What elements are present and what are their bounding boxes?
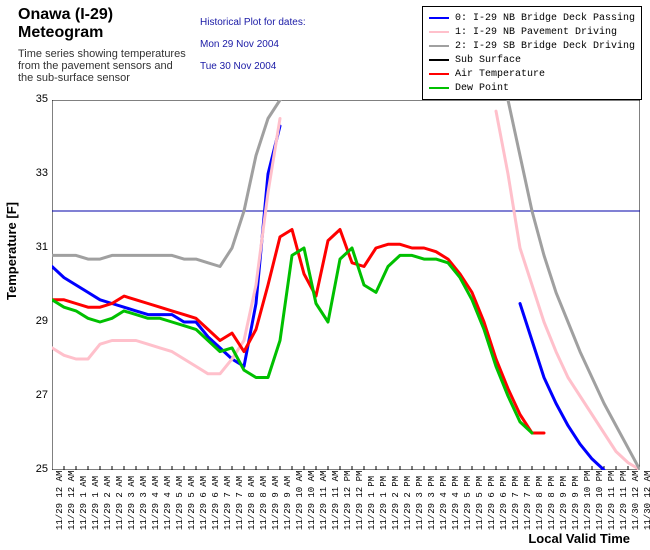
legend-swatch [429, 31, 449, 33]
title-block: Onawa (I-29) Meteogram Time series showi… [18, 6, 186, 84]
x-tick-label: 11/29 10 PM [583, 471, 593, 530]
x-tick-label: 11/29 6 PM [487, 476, 497, 530]
x-tick-label: 11/29 9 PM [571, 476, 581, 530]
x-tick-label: 11/29 5 AM [187, 476, 197, 530]
legend-swatch [429, 87, 449, 89]
historical-date-0: Mon 29 Nov 2004 [200, 39, 306, 50]
main-title: Onawa (I-29) Meteogram [18, 6, 186, 42]
x-tick-label: 11/29 2 AM [103, 476, 113, 530]
legend-label: 1: I-29 NB Pavement Driving [455, 27, 617, 38]
legend-swatch [429, 73, 449, 75]
x-tick-label: 11/30 12 AM [631, 471, 641, 530]
x-tick-label: 11/29 7 PM [523, 476, 533, 530]
legend-label: Sub Surface [455, 55, 521, 66]
x-tick-label: 11/29 8 AM [247, 476, 257, 530]
x-tick-label: 11/29 4 AM [163, 476, 173, 530]
meteogram-container: Onawa (I-29) Meteogram Time series showi… [0, 0, 650, 550]
y-tick-label: 35 [18, 93, 48, 105]
x-tick-label: 11/29 5 AM [175, 476, 185, 530]
plot-area [52, 100, 640, 470]
title-line1: Onawa (I-29) [18, 6, 113, 23]
x-tick-label: 11/29 8 AM [259, 476, 269, 530]
legend-row: Air Temperature [429, 67, 635, 81]
legend-label: 2: I-29 SB Bridge Deck Driving [455, 41, 635, 52]
x-tick-label: 11/29 3 PM [427, 476, 437, 530]
x-tick-label: 11/29 9 AM [271, 476, 281, 530]
x-tick-label: 11/29 4 PM [439, 476, 449, 530]
x-tick-label: 11/29 12 PM [355, 471, 365, 530]
x-tick-label: 11/29 2 AM [115, 476, 125, 530]
historical-date-1: Tue 30 Nov 2004 [200, 61, 306, 72]
x-tick-label: 11/29 8 PM [547, 476, 557, 530]
x-tick-label: 11/29 11 AM [331, 471, 341, 530]
x-tick-label: 11/29 1 AM [91, 476, 101, 530]
x-tick-label: 11/29 8 PM [535, 476, 545, 530]
legend-row: Sub Surface [429, 53, 635, 67]
x-tick-label: 11/29 4 AM [151, 476, 161, 530]
x-tick-label: 11/29 11 PM [607, 471, 617, 530]
x-tick-label: 11/29 12 PM [343, 471, 353, 530]
x-tick-label: 11/29 9 PM [559, 476, 569, 530]
legend-label: 0: I-29 NB Bridge Deck Passing [455, 13, 635, 24]
x-tick-label: 11/29 2 PM [403, 476, 413, 530]
x-tick-label: 11/29 7 PM [511, 476, 521, 530]
x-tick-label: 11/29 12 AM [55, 471, 65, 530]
historical-dates-block: Historical Plot for dates: Mon 29 Nov 20… [200, 6, 306, 83]
y-tick-label: 27 [18, 389, 48, 401]
x-tick-label: 11/29 3 AM [139, 476, 149, 530]
y-tick-label: 25 [18, 463, 48, 475]
x-tick-label: 11/29 11 AM [319, 471, 329, 530]
y-tick-label: 33 [18, 167, 48, 179]
x-tick-label: 11/29 1 AM [79, 476, 89, 530]
legend-label: Dew Point [455, 83, 509, 94]
x-tick-label: 11/29 7 AM [235, 476, 245, 530]
x-tick-label: 11/29 10 AM [295, 471, 305, 530]
historical-heading: Historical Plot for dates: [200, 17, 306, 28]
y-tick-label: 31 [18, 241, 48, 253]
legend-swatch [429, 59, 449, 61]
subtitle: Time series showing temperatures from th… [18, 48, 186, 84]
legend-swatch [429, 17, 449, 19]
legend-row: 2: I-29 SB Bridge Deck Driving [429, 39, 635, 53]
legend-row: 0: I-29 NB Bridge Deck Passing [429, 11, 635, 25]
x-tick-label: 11/29 12 AM [67, 471, 77, 530]
legend-swatch [429, 45, 449, 47]
x-tick-label: 11/29 5 PM [463, 476, 473, 530]
x-tick-label: 11/29 6 AM [211, 476, 221, 530]
legend-label: Air Temperature [455, 69, 545, 80]
x-tick-label: 11/29 9 AM [283, 476, 293, 530]
x-tick-label: 11/29 1 PM [379, 476, 389, 530]
title-line2: Meteogram [18, 24, 103, 41]
legend-row: Dew Point [429, 81, 635, 95]
x-tick-label: 11/29 6 PM [499, 476, 509, 530]
x-tick-label: 11/29 1 PM [367, 476, 377, 530]
x-tick-label: 11/29 5 PM [475, 476, 485, 530]
x-tick-label: 11/29 6 AM [199, 476, 209, 530]
x-tick-label: 11/29 2 PM [391, 476, 401, 530]
x-tick-label: 11/29 10 PM [595, 471, 605, 530]
x-tick-label: 11/29 7 AM [223, 476, 233, 530]
x-tick-label: 11/29 11 PM [619, 471, 629, 530]
legend-row: 1: I-29 NB Pavement Driving [429, 25, 635, 39]
x-tick-label: 11/29 4 PM [451, 476, 461, 530]
x-axis-label: Local Valid Time [528, 531, 630, 546]
x-tick-label: 11/29 3 PM [415, 476, 425, 530]
y-axis-label: Temperature [F] [4, 202, 19, 300]
x-tick-label: 11/30 12 AM [643, 471, 650, 530]
y-tick-label: 29 [18, 315, 48, 327]
x-tick-label: 11/29 10 AM [307, 471, 317, 530]
legend: 0: I-29 NB Bridge Deck Passing 1: I-29 NB… [422, 6, 642, 100]
x-tick-label: 11/29 3 AM [127, 476, 137, 530]
